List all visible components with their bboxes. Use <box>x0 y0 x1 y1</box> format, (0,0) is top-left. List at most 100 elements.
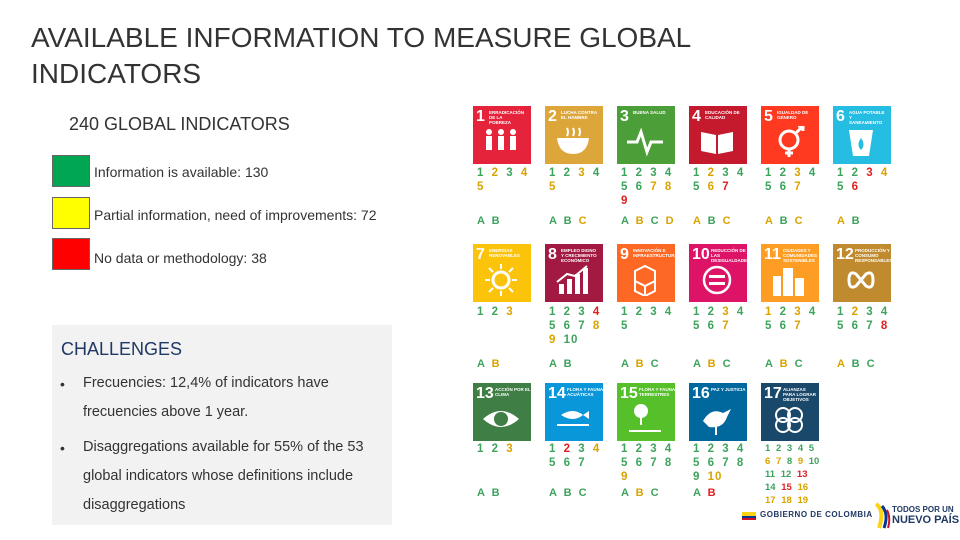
sdg-number: 8 <box>548 246 557 263</box>
sdg-label: Empleo digno y crecimiento económico <box>561 248 597 263</box>
indicator-number: 16 <box>797 482 809 493</box>
indicator-number: 6 <box>563 457 572 469</box>
indicator-number: 13 <box>796 469 808 480</box>
page-title: AVAILABLE INFORMATION TO MEASURE GLOBAL … <box>31 22 691 89</box>
sdg-tile-7: 7 Energías renovables <box>473 244 531 302</box>
sdg-number: 11 <box>764 246 781 263</box>
indicator-number: 4 <box>664 306 673 318</box>
indicator-number: 2 <box>707 443 716 455</box>
indicator-number: 17 <box>765 495 776 506</box>
sdg-tile-8: 8 Empleo digno y crecimiento económico <box>545 244 603 302</box>
nuevo-pais-logo-icon <box>873 500 891 532</box>
sdg-indicators-3: 1 2 3 4 5 6 7 8 9 <box>621 166 685 208</box>
target-letter: B <box>851 358 862 370</box>
equal-icon <box>697 264 737 296</box>
sdg-label: Innovación e infraestructuras <box>633 248 681 258</box>
indicator-number: 6 <box>707 181 716 193</box>
logo-line-1: TODOS POR UN <box>892 505 954 514</box>
target-letter: C <box>650 358 661 370</box>
indicator-number: 8 <box>736 457 745 469</box>
sdg-number: 15 <box>620 385 638 402</box>
sdg-targets-4: A B C <box>693 215 733 227</box>
indicator-number: 5 <box>549 457 557 469</box>
indicator-number: 2 <box>635 306 644 318</box>
indicator-number: 3 <box>794 167 802 179</box>
sdg-indicators-9: 1 2 3 4 5 <box>621 305 685 333</box>
sdg-targets-6: A B <box>837 215 862 227</box>
indicator-number: 5 <box>837 320 845 332</box>
sdg-indicators-13: 1 2 3 <box>477 442 541 456</box>
sdg-targets-3: A B C D <box>621 215 676 227</box>
sdg-label: Lucha contra el hambre <box>561 110 597 120</box>
indicator-number: 3 <box>722 443 730 455</box>
target-letter: D <box>665 215 676 227</box>
sdg-number: 16 <box>692 385 710 402</box>
indicator-number: 8 <box>592 320 601 332</box>
target-letter: A <box>693 487 703 499</box>
sdg-tile-17: 17 Alianzas para lograr objetivos <box>761 383 819 441</box>
indicator-number: 7 <box>650 457 658 469</box>
sdg-tile-2: 2 Lucha contra el hambre <box>545 106 603 164</box>
target-letter: B <box>491 487 502 499</box>
indicator-number: 3 <box>866 167 874 179</box>
indicator-number: 7 <box>722 457 730 469</box>
indicator-number: 1 <box>549 443 557 455</box>
sdg-label: Energías renovables <box>489 248 520 258</box>
indicator-number: 5 <box>621 320 629 332</box>
indicator-number: 6 <box>779 320 788 332</box>
indicator-number: 3 <box>794 306 802 318</box>
city-icon <box>769 264 809 296</box>
indicators-subtitle: 240 GLOBAL INDICATORS <box>69 114 290 134</box>
indicator-number: 1 <box>693 306 701 318</box>
target-letter: C <box>650 215 661 227</box>
challenge-disaggregations: Disaggregations available for 55% of the… <box>83 439 364 513</box>
target-letter: C <box>722 215 733 227</box>
sun-icon <box>481 264 521 296</box>
indicator-number: 3 <box>578 306 586 318</box>
target-letter: C <box>650 487 661 499</box>
target-letter: B <box>707 487 718 499</box>
indicator-number: 8 <box>880 320 889 332</box>
indicator-number: 10 <box>563 334 579 346</box>
indicator-number: 15 <box>781 482 792 493</box>
sdg-indicators-1: 1 2 3 4 5 <box>477 166 541 194</box>
water-icon <box>841 126 881 158</box>
indicator-number: 7 <box>794 181 802 193</box>
target-letter: A <box>765 215 775 227</box>
sdg-label: Agua potable y saneamiento <box>849 110 885 125</box>
indicator-number: 9 <box>621 195 629 207</box>
indicator-number: 5 <box>549 320 557 332</box>
indicator-number: 3 <box>650 306 658 318</box>
target-letter: B <box>707 358 718 370</box>
target-letter: A <box>477 487 487 499</box>
indicator-number: 6 <box>851 320 860 332</box>
indicator-number: 4 <box>520 167 529 179</box>
sdg-tile-12: 12 Producción y consumo responsables <box>833 244 892 302</box>
sdg-indicators-10: 1 2 3 4 5 6 7 <box>693 305 757 333</box>
target-letter: C <box>794 358 805 370</box>
indicator-number: 5 <box>837 181 845 193</box>
bullet-mark: • <box>60 376 65 392</box>
indicator-number: 1 <box>765 167 773 179</box>
sdg-number: 5 <box>764 108 773 125</box>
target-letter: A <box>477 215 487 227</box>
indicator-number: 5 <box>621 457 629 469</box>
legend-swatch-available <box>52 155 90 187</box>
tree-icon <box>625 403 665 435</box>
sdg-indicators-15: 1 2 3 4 5 6 7 8 9 <box>621 442 685 484</box>
indicator-number: 12 <box>780 469 792 480</box>
challenges-panel: CHALLENGES • Frecuencies: 12,4% of indic… <box>52 325 392 525</box>
indicator-number: 7 <box>650 181 658 193</box>
indicator-number: 2 <box>563 306 572 318</box>
sdg-indicators-11: 1 2 3 4 5 6 7 <box>765 305 829 333</box>
sdg-targets-10: A B C <box>693 358 733 370</box>
sdg-number: 1 <box>476 108 485 125</box>
sdg-tile-13: 13 Acción por el clima <box>473 383 531 441</box>
indicator-number: 14 <box>765 482 776 493</box>
target-letter: C <box>578 487 589 499</box>
legend-label-available: Information is available: 130 <box>94 164 269 180</box>
sdg-tile-16: 16 Paz y justicia <box>689 383 747 441</box>
indicator-number: 9 <box>797 456 804 467</box>
government-label: GOBIERNO DE COLOMBIA <box>760 510 873 519</box>
indicator-number: 18 <box>781 495 792 506</box>
